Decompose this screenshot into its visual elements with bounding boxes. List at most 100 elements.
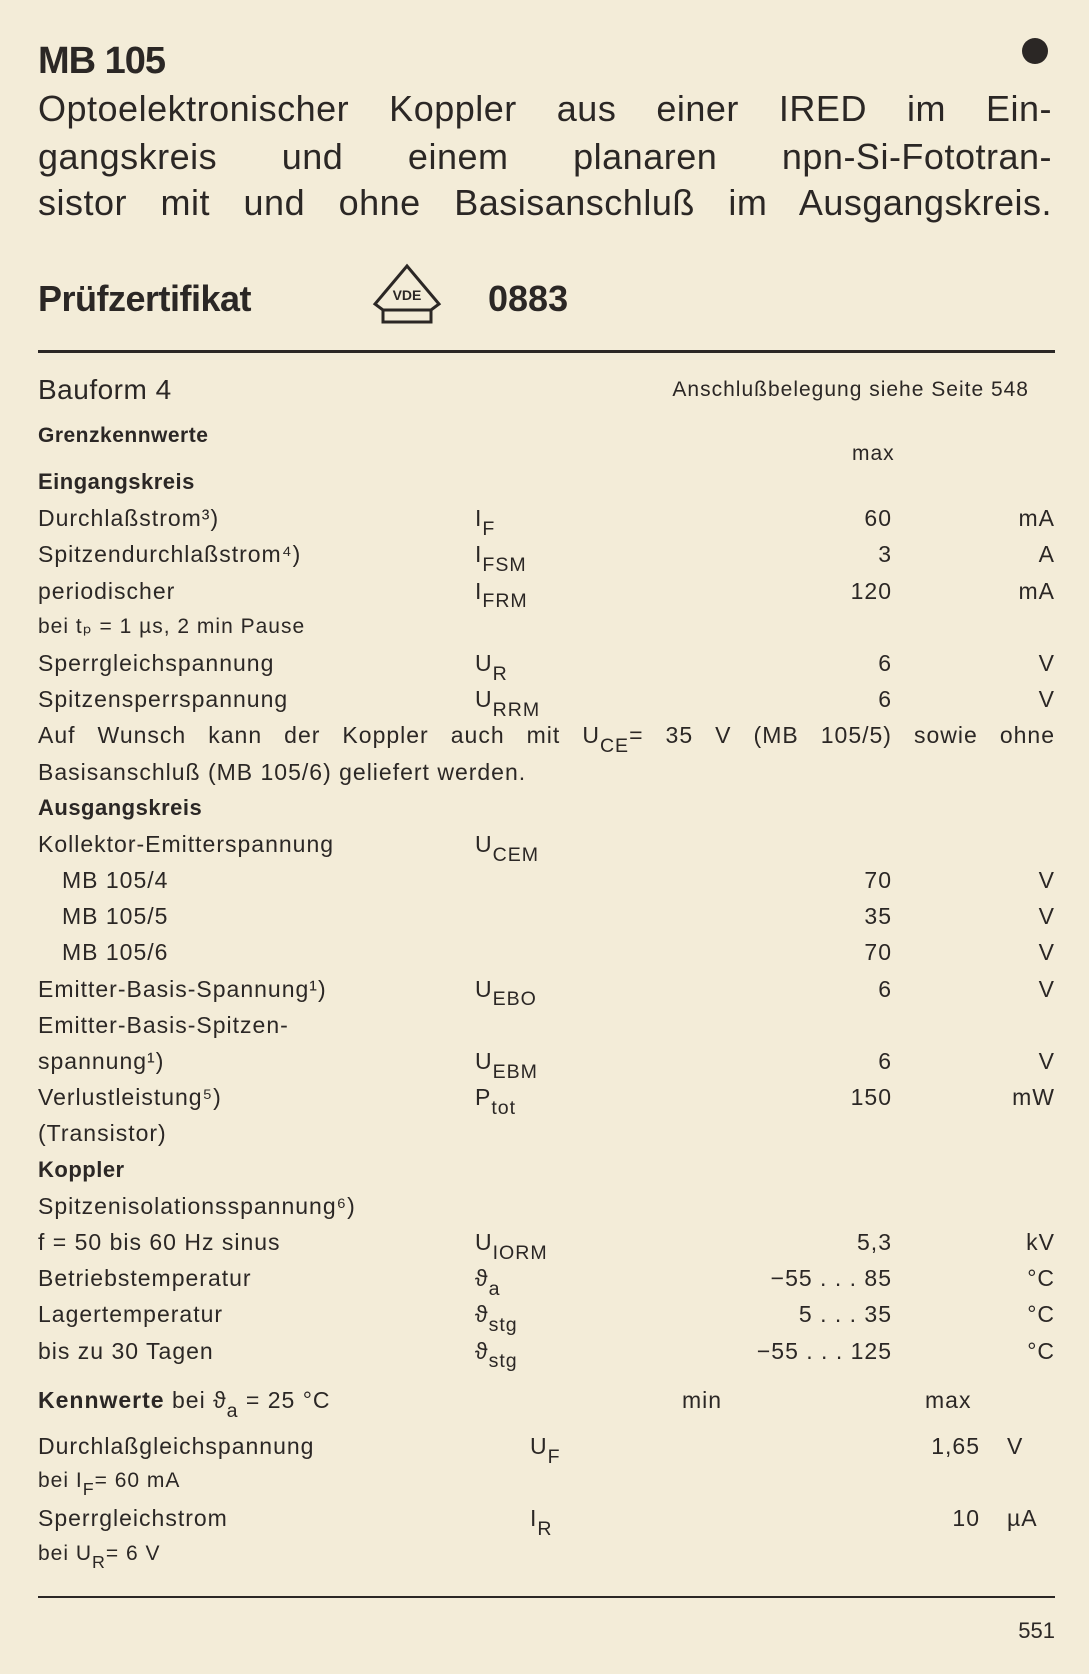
symbol-subscript: tot <box>491 1096 517 1119</box>
characteristics-header: Kennwerte bei ϑa = 25 °C min max <box>0 1385 1089 1431</box>
divider <box>38 350 1055 353</box>
row-label: MB 105/4 <box>62 867 169 894</box>
table-row: Auf Wunsch kann der Koppler auch mit UCE… <box>0 716 1089 757</box>
symbol: UF <box>530 1433 561 1468</box>
description-line: sistor mit und ohne Basisanschluß im Aus… <box>38 182 1052 223</box>
certificate-number: 0883 <box>488 278 569 319</box>
label-subscript: F <box>82 1479 95 1500</box>
row-label: Sperrgleichstrom <box>38 1505 228 1532</box>
symbol-subscript: R <box>537 1518 553 1541</box>
symbol-subscript: F <box>482 517 496 540</box>
part-number-title: MB 105 <box>38 40 166 82</box>
symbol-subscript: RRM <box>492 698 541 721</box>
table-row: Durchlaßstrom³) IF 60 mA <box>0 499 1089 540</box>
row-label: Durchlaßstrom³) <box>38 505 220 532</box>
vde-logo-text: VDE <box>393 287 422 303</box>
max-value: 70 <box>864 867 892 894</box>
symbol: UR <box>475 650 508 685</box>
symbol-subscript: a <box>488 1277 501 1300</box>
row-label: bis zu 30 Tagen <box>38 1337 214 1364</box>
table-row: Durchlaßgleichspannung UF 1,65 V <box>0 1431 1089 1468</box>
table-row: Eingangskreis <box>0 463 1089 499</box>
table-row: Lagertemperatur ϑstg 5 . . . 35 °C <box>0 1295 1089 1336</box>
label-text: bei U <box>38 1541 93 1565</box>
table-row: bei IF= 60 mA <box>0 1467 1089 1503</box>
unit: mW <box>1012 1084 1055 1111</box>
symbol-subscript: EBM <box>492 1060 538 1083</box>
table-row: Sperrgleichspannung UR 6 V <box>0 644 1089 685</box>
max-value: 35 <box>864 903 892 930</box>
max-value: 6 <box>878 649 892 676</box>
max-value: 6 <box>878 686 892 713</box>
table-row: Emitter-Basis-Spannung¹) UEBO 6 V <box>0 970 1089 1011</box>
max-value: −55 . . . 85 <box>770 1265 892 1292</box>
row-label: Spitzenisolationsspannung⁶) <box>38 1192 356 1219</box>
symbol-base: I <box>475 505 483 532</box>
symbol: UEBM <box>475 1048 538 1083</box>
row-label: bei tₚ = 1 µs, 2 min Pause <box>38 614 306 638</box>
row-label: Kollektor-Emitterspannung <box>38 830 335 857</box>
table-row: Emitter-Basis-Spitzen- <box>0 1006 1089 1042</box>
limits-heading: Grenzkennwerte <box>38 424 209 447</box>
symbol-subscript: FSM <box>482 554 527 577</box>
row-label: Auf Wunsch kann der Koppler auch mit UCE… <box>38 722 1055 757</box>
table-row: Kollektor-Emitterspannung UCEM <box>0 825 1089 866</box>
table-row: bis zu 30 Tagen ϑstg −55 . . . 125 °C <box>0 1332 1089 1373</box>
row-label: Lagertemperatur <box>38 1301 224 1328</box>
row-label: Emitter-Basis-Spannung¹) <box>38 975 327 1002</box>
unit: °C <box>1027 1301 1055 1328</box>
unit: mA <box>1018 505 1055 532</box>
row-label: spannung¹) <box>38 1048 165 1074</box>
table-row: spannung¹) UEBM 6 V <box>0 1042 1089 1083</box>
row-label: f = 50 bis 60 Hz sinus <box>38 1228 281 1255</box>
max-column-header: max <box>925 1387 972 1413</box>
label-subscript: CE <box>599 735 630 758</box>
row-label: Koppler <box>38 1156 125 1182</box>
unit: V <box>1038 1048 1055 1074</box>
row-label: MB 105/5 <box>62 903 169 930</box>
min-column-header: min <box>682 1387 723 1413</box>
row-label: bei IF= 60 mA <box>38 1469 181 1499</box>
max-column-header: max <box>852 442 895 465</box>
symbol: IR <box>530 1505 553 1540</box>
pinout-note: Anschlußbelegung siehe Seite 548 <box>672 378 1029 401</box>
table-row: MB 105/5 35 V <box>0 897 1089 933</box>
table-row: bei UR= 6 V <box>0 1540 1089 1576</box>
symbol: IF <box>475 505 495 540</box>
row-label: bei UR= 6 V <box>38 1541 161 1572</box>
heading-bold: Kennwerte <box>38 1387 165 1413</box>
table-row: Spitzendurchlaßstrom⁴) IFSM 3 A <box>0 535 1089 576</box>
table-row: (Transistor) <box>0 1114 1089 1150</box>
label-text: Auf Wunsch kann der Koppler auch mit U <box>38 722 600 749</box>
table-row: Spitzenisolationsspannung⁶) <box>0 1187 1089 1223</box>
row-label: MB 105/6 <box>62 939 169 966</box>
symbol-base: U <box>530 1433 548 1459</box>
certificate-label: Prüfzertifikat <box>38 278 252 319</box>
max-value: −55 . . . 125 <box>756 1337 892 1364</box>
max-value: 5,3 <box>857 1228 892 1255</box>
symbol-base: U <box>475 1228 493 1255</box>
heading-subscript: a <box>226 1399 239 1422</box>
row-label: periodischer <box>38 577 176 604</box>
table-row: periodischer IFRM 120 mA <box>0 572 1089 613</box>
symbol: ϑa <box>475 1265 500 1300</box>
table-row: bei tₚ = 1 µs, 2 min Pause <box>0 608 1089 644</box>
symbol: ϑstg <box>475 1301 518 1336</box>
table-row: f = 50 bis 60 Hz sinus UIORM 5,3 kV <box>0 1223 1089 1264</box>
label-text: = 60 mA <box>94 1469 181 1493</box>
unit: V <box>1038 939 1055 966</box>
symbol-subscript: CEM <box>492 843 540 866</box>
unit: mA <box>1018 577 1055 604</box>
row-label: Eingangskreis <box>38 469 195 494</box>
symbol-subscript: FRM <box>482 590 528 613</box>
description-line: gangskreis und einem planaren npn-Si-Fot… <box>38 136 1052 177</box>
max-value: 150 <box>850 1084 892 1111</box>
label-text: bei I <box>38 1469 83 1493</box>
symbol-base: ϑ <box>475 1337 489 1364</box>
unit: µA <box>1007 1505 1038 1532</box>
unit: A <box>1038 541 1055 568</box>
symbol-base: U <box>475 830 493 857</box>
description-line: Optoelektronischer Koppler aus einer IRE… <box>38 88 1052 129</box>
table-row: Spitzensperrspannung URRM 6 V <box>0 680 1089 721</box>
label-subscript: R <box>92 1551 106 1572</box>
